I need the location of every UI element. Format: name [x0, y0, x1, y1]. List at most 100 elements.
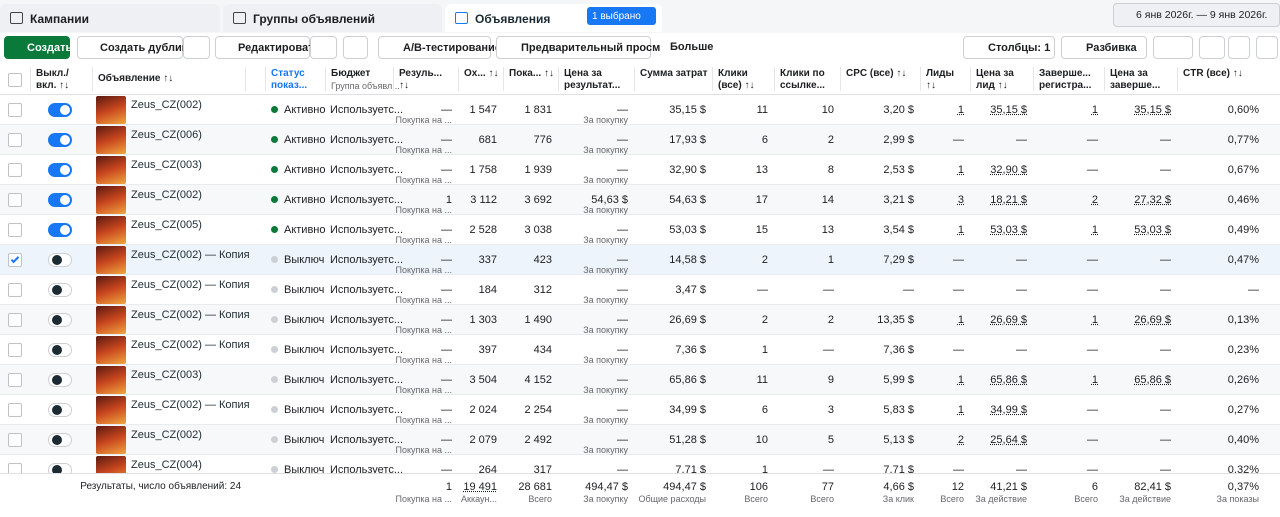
duplicate-button[interactable]: Создать дубликат [77, 36, 199, 59]
checkbox[interactable] [8, 403, 22, 417]
cell-clicks: 1 [761, 464, 768, 476]
checkbox[interactable] [8, 133, 22, 147]
cell-cpc: 7,36 $ [883, 344, 914, 356]
export-button[interactable] [1199, 36, 1225, 59]
columns-button[interactable]: Столбцы: 1 [963, 36, 1055, 59]
cell-cpl: 32,90 $ [990, 164, 1027, 176]
ad-name[interactable]: Zeus_CZ(002) [131, 99, 202, 111]
checkbox[interactable] [8, 253, 22, 267]
tab[interactable]: Группы объявлений [223, 4, 442, 32]
cell-reach: 3 112 [470, 194, 497, 206]
cell-ctr: 0,49% [1227, 224, 1259, 236]
selection-badge[interactable]: 1 выбрано [587, 7, 656, 25]
ad-name[interactable]: Zeus_CZ(006) [131, 129, 202, 141]
breakdown-button[interactable]: Разбивка [1061, 36, 1147, 59]
cell-cpl: — [1016, 464, 1027, 476]
tab-label: Кампании [30, 12, 89, 26]
ad-name[interactable]: Zeus_CZ(002) [131, 189, 202, 201]
column-divider [712, 67, 713, 91]
column-header[interactable]: Лиды ↑↓ [926, 68, 955, 91]
cell-cost-per-registration: 53,03 $ [1134, 224, 1171, 236]
cell-subtext: За покупку [583, 445, 628, 455]
cell-cost-per-registration: — [1160, 284, 1171, 296]
checkbox[interactable] [8, 433, 22, 447]
column-header[interactable]: Статус показ... [271, 68, 308, 91]
column-header[interactable]: CPC (все) ↑↓ [846, 68, 907, 79]
cell-clicks: 1 [761, 344, 768, 356]
cell-cost-per-result: — [617, 164, 628, 176]
ad-name[interactable]: Zeus_CZ(002) — Копия [131, 249, 250, 261]
cell-cpc: — [903, 284, 914, 296]
chart-button[interactable] [1256, 36, 1278, 59]
ad-name[interactable]: Zeus_CZ(004) [131, 459, 202, 471]
cell-impressions: 776 [533, 134, 552, 146]
cell-result: — [441, 104, 452, 116]
cell-subtext: Покупка на ... [395, 175, 452, 185]
column-header[interactable]: Сумма затрат [640, 68, 708, 79]
delete-button[interactable] [343, 36, 368, 59]
checkbox[interactable] [8, 223, 22, 237]
ad-name[interactable]: Zeus_CZ(002) — Копия [131, 399, 250, 411]
checkbox[interactable] [8, 163, 22, 177]
total-spend: 494,47 $ [663, 481, 706, 493]
more-button[interactable]: Больше [660, 36, 720, 59]
checkbox[interactable] [8, 313, 22, 327]
total-subtext: Всего [1074, 494, 1098, 504]
cell-ctr: 0,40% [1227, 434, 1259, 446]
edit-button[interactable]: Редактировать [215, 36, 320, 59]
column-header[interactable]: Клики (все) ↑↓ [718, 68, 755, 91]
column-header[interactable]: Пока... ↑↓ [509, 68, 554, 79]
ab-test-button[interactable]: A/B-тестирование [378, 36, 501, 59]
cell-subtext: За покупку [583, 415, 628, 425]
reports-button[interactable] [1153, 36, 1193, 59]
column-header[interactable]: CTR (все) ↑↓ [1183, 68, 1243, 79]
cell-cost-per-result: — [617, 134, 628, 146]
preview-button[interactable]: Предварительный просмотр [496, 36, 679, 59]
dropdown[interactable] [183, 36, 210, 59]
date-range[interactable]: 6 янв 2026г. — 9 янв 2026г. [1113, 3, 1280, 27]
checkbox[interactable] [8, 193, 22, 207]
column-header[interactable]: Цена за заверше... [1110, 68, 1161, 91]
cell-link-clicks: 3 [827, 404, 834, 416]
column-header[interactable]: Выкл./ вкл. ↑↓ [36, 68, 70, 91]
dropdown[interactable] [310, 36, 337, 59]
ad-name[interactable]: Zeus_CZ(002) [131, 429, 202, 441]
column-header[interactable]: Клики по ссылке... [780, 68, 825, 91]
checkbox[interactable] [8, 373, 22, 387]
column-header[interactable]: Цена за результат... [564, 68, 621, 91]
cell-result: — [441, 224, 452, 236]
ad-name[interactable]: Zeus_CZ(002) — Копия [131, 309, 250, 321]
column-header[interactable]: Цена за лид ↑↓ [976, 68, 1014, 91]
ad-name[interactable]: Zeus_CZ(002) — Копия [131, 339, 250, 351]
checkbox[interactable] [8, 343, 22, 357]
status: Активно [284, 194, 326, 206]
create-button[interactable]: Создать [4, 36, 72, 59]
checkbox[interactable] [8, 283, 22, 297]
ad-name[interactable]: Zeus_CZ(003) [131, 369, 202, 381]
cell-cpl: 53,03 $ [990, 224, 1027, 236]
cell-subtext: Покупка на ... [395, 145, 452, 155]
column-header[interactable]: Ох... ↑↓ [464, 68, 499, 79]
cell-link-clicks: 5 [827, 434, 834, 446]
cell-budget: Используетс... [330, 134, 404, 146]
dropdown[interactable] [1228, 36, 1250, 59]
status: Выключ [284, 284, 325, 296]
column-header[interactable]: Заверше... регистра... [1039, 68, 1092, 91]
column-header[interactable]: Бюджет [331, 68, 371, 79]
cell-reach: 2 024 [469, 404, 497, 416]
column-header[interactable]: Резуль... ↑↓ [399, 68, 442, 91]
ad-name[interactable]: Zeus_CZ(002) — Копия [131, 279, 250, 291]
column-header[interactable]: Объявление ↑↓ [98, 73, 174, 84]
checkbox[interactable] [8, 73, 22, 87]
cell-subtext: За покупку [583, 115, 628, 125]
tab[interactable]: Кампании [0, 4, 220, 32]
cell-cost-per-registration: — [1160, 344, 1171, 356]
toggle-knob [60, 105, 70, 115]
total-subtext: За покупку [583, 494, 628, 504]
cell-registrations: — [1087, 434, 1098, 446]
ad-name[interactable]: Zeus_CZ(003) [131, 159, 202, 171]
checkbox[interactable] [8, 103, 22, 117]
ad-name[interactable]: Zeus_CZ(005) [131, 219, 202, 231]
cell-reach: 2 079 [469, 434, 497, 446]
